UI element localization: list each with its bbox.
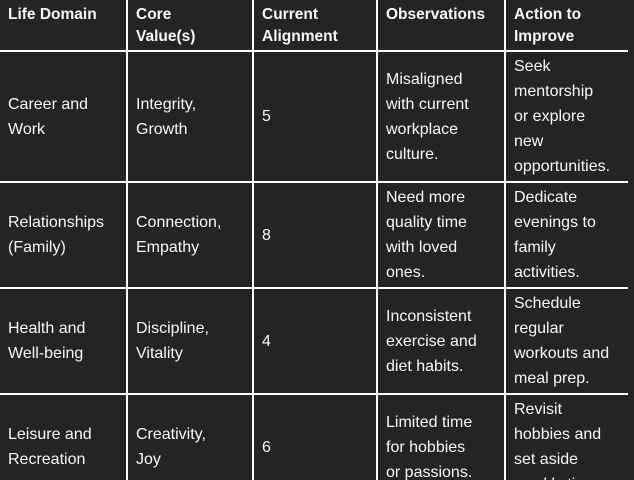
cell-domain: Relationships (Family) <box>0 181 128 289</box>
cell-action: Revisit hobbies and set aside weekly tim… <box>504 393 628 480</box>
table-row: Health and Well-being Discipline, Vitali… <box>0 287 628 395</box>
col-header-current-alignment: Current Alignment <box>252 0 378 52</box>
table-row: Leisure and Recreation Creativity, Joy 6… <box>0 393 628 480</box>
cell-alignment: 4 <box>252 287 378 395</box>
cell-alignment: 6 <box>252 393 378 480</box>
cell-domain: Health and Well-being <box>0 287 128 395</box>
cell-observations: Misaligned with current workplace cultur… <box>376 50 506 183</box>
cell-action: Schedule regular workouts and meal prep. <box>504 287 628 395</box>
cell-observations: Need more quality time with loved ones. <box>376 181 506 289</box>
cell-core-values: Integrity, Growth <box>126 50 254 183</box>
cell-alignment: 8 <box>252 181 378 289</box>
cell-core-values: Connection, Empathy <box>126 181 254 289</box>
table-header-row: Life Domain Core Value(s) Current Alignm… <box>0 0 628 52</box>
cell-alignment: 5 <box>252 50 378 183</box>
table-row: Career and Work Integrity, Growth 5 Misa… <box>0 50 628 183</box>
cell-observations: Inconsistent exercise and diet habits. <box>376 287 506 395</box>
cell-action: Seek mentorship or explore new opportuni… <box>504 50 628 183</box>
col-header-core-values: Core Value(s) <box>126 0 254 52</box>
cell-observations: Limited time for hobbies or passions. <box>376 393 506 480</box>
col-header-observations: Observations <box>376 0 506 52</box>
cell-core-values: Creativity, Joy <box>126 393 254 480</box>
cell-domain: Career and Work <box>0 50 128 183</box>
col-header-life-domain: Life Domain <box>0 0 128 52</box>
cell-action: Dedicate evenings to family activities. <box>504 181 628 289</box>
cell-core-values: Discipline, Vitality <box>126 287 254 395</box>
cell-domain: Leisure and Recreation <box>0 393 128 480</box>
table-row: Relationships (Family) Connection, Empat… <box>0 181 628 289</box>
col-header-action-to-improve: Action to Improve <box>504 0 628 52</box>
